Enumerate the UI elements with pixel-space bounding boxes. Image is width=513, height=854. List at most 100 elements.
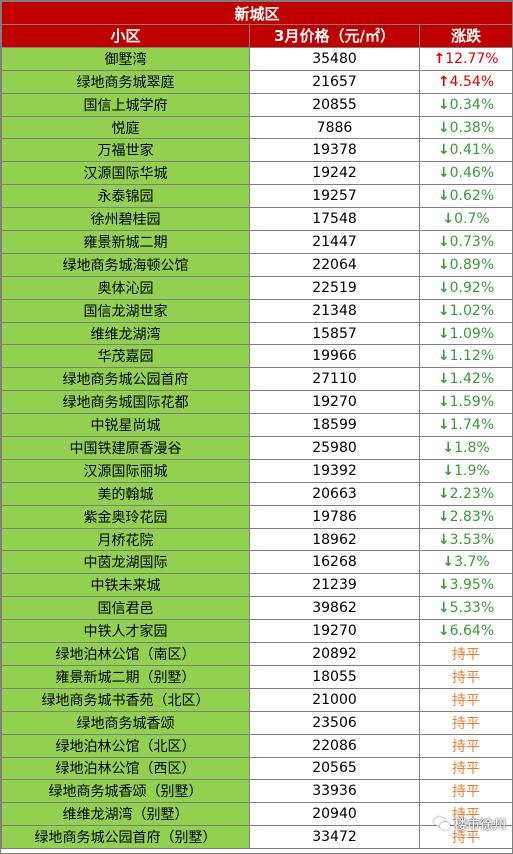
price-cell: 19242 (249, 161, 420, 186)
table-row: 绿地商务城海顿公馆 22064 ↓0.89% (1, 252, 513, 277)
table-row: 国信君邑 39862 ↓5.33% (1, 596, 513, 621)
change-cell: ↓1.12% (418, 344, 513, 369)
price-cell: 19392 (249, 458, 420, 483)
change-cell: ↓0.34% (418, 92, 513, 117)
change-cell: ↓1.02% (418, 298, 513, 323)
price-cell: 33472 (249, 825, 420, 850)
community-name-cell: 绿地商务城公园首府（别墅） (1, 825, 250, 850)
community-name-cell: 绿地泊林公馆（南区） (1, 642, 250, 666)
change-cell: ↓0.62% (418, 184, 513, 209)
community-name-cell: 紫金奥玲花园 (1, 504, 250, 529)
table-title-row: 新城区 (0, 1, 513, 25)
table-row: 徐州碧桂园 17548 ↓0.7% (1, 207, 513, 232)
community-name-cell: 汉源国际华城 (1, 161, 250, 186)
change-value: 0.92% (449, 279, 495, 296)
price-cell: 15857 (249, 321, 420, 346)
change-cell: ↓1.74% (418, 413, 513, 438)
header-change: 涨跌 (418, 24, 513, 48)
arrow-down-icon: ↓ (442, 462, 455, 479)
price-cell: 27110 (249, 367, 420, 392)
change-value: 1.12% (449, 348, 495, 365)
change-value: 持平 (452, 646, 481, 663)
price-cell: 22086 (249, 733, 420, 758)
price-cell: 39862 (249, 596, 420, 621)
change-cell: ↓1.42% (418, 367, 513, 392)
change-cell: 持平 (418, 710, 513, 735)
change-value: 1.59% (449, 394, 495, 411)
header-name: 小区 (1, 24, 250, 48)
change-value: 0.41% (449, 142, 495, 159)
table-row: 国信上城学府 20855 ↓0.34% (1, 92, 513, 117)
change-cell: 持平 (418, 642, 513, 666)
arrow-down-icon: ↓ (437, 256, 450, 273)
table-row: 绿地泊林公馆（南区） 20892 持平 (1, 642, 513, 666)
table-row: 中锐星尚城 18599 ↓1.74% (1, 413, 513, 438)
table-row: 月桥花院 18962 ↓3.53% (1, 527, 513, 552)
change-cell: ↓5.33% (418, 596, 513, 621)
arrow-down-icon: ↓ (437, 142, 450, 159)
change-value: 0.34% (449, 96, 495, 113)
table-row: 绿地商务城国际花都 19270 ↓1.59% (1, 390, 513, 415)
change-cell: 持平 (418, 687, 513, 712)
table-row: 紫金奥玲花园 19786 ↓2.83% (1, 504, 513, 529)
arrow-up-icon: ↑ (437, 73, 450, 90)
price-cell: 18962 (249, 527, 420, 552)
community-name-cell: 维维龙湖湾（别墅） (1, 802, 250, 827)
price-cell: 20663 (249, 481, 420, 506)
change-value: 持平 (452, 830, 481, 847)
change-cell: ↓0.7% (418, 207, 513, 232)
community-name-cell: 维维龙湖湾 (1, 321, 250, 346)
change-cell: ↓1.09% (418, 321, 513, 346)
change-value: 3.7% (454, 554, 490, 571)
arrow-down-icon: ↓ (437, 485, 450, 502)
arrow-down-icon: ↓ (442, 211, 455, 228)
price-cell: 21348 (249, 298, 420, 323)
price-cell: 18599 (249, 413, 420, 438)
community-name-cell: 奥体沁园 (1, 275, 250, 300)
change-value: 0.46% (449, 165, 495, 182)
community-name-cell: 中铁未来城 (1, 573, 250, 598)
table-row: 绿地商务城公园首府（别墅） 33472 持平 (1, 825, 513, 850)
price-cell: 19257 (249, 184, 420, 209)
price-cell: 19378 (249, 138, 420, 163)
district-title: 新城区 (0, 1, 513, 25)
price-cell: 19270 (249, 619, 420, 644)
change-cell: ↓2.83% (418, 504, 513, 529)
change-value: 2.23% (449, 485, 495, 502)
community-name-cell: 绿地泊林公馆（北区） (1, 733, 250, 758)
community-name-cell: 华茂嘉园 (1, 344, 250, 369)
change-value: 持平 (452, 738, 481, 755)
price-cell: 21657 (249, 69, 420, 94)
community-name-cell: 徐州碧桂园 (1, 207, 250, 232)
table-row: 万福世家 19378 ↓0.41% (1, 138, 513, 163)
table-row: 中铁未来城 21239 ↓3.95% (1, 573, 513, 598)
change-cell: ↓0.73% (418, 230, 513, 254)
table-row: 绿地商务城香颂（别墅） 33936 持平 (1, 779, 513, 804)
change-value: 12.77% (445, 50, 499, 67)
arrow-down-icon: ↓ (437, 96, 450, 113)
change-value: 1.42% (449, 371, 495, 388)
change-value: 持平 (452, 692, 481, 709)
change-value: 0.62% (449, 188, 495, 205)
change-cell: ↓0.92% (418, 275, 513, 300)
price-cell: 25980 (249, 436, 420, 460)
price-cell: 21000 (249, 687, 420, 712)
price-cell: 18055 (249, 664, 420, 689)
table-row: 汉源国际华城 19242 ↓0.46% (1, 161, 513, 186)
price-cell: 33936 (249, 779, 420, 804)
community-name-cell: 美的翰城 (1, 481, 250, 506)
change-cell: 持平 (418, 733, 513, 758)
watermark-text: 楼市徐州 (453, 818, 506, 833)
change-value: 0.73% (449, 233, 495, 250)
change-value: 持平 (452, 669, 481, 686)
change-cell: ↓0.46% (418, 161, 513, 186)
community-name-cell: 绿地商务城书香苑（北区） (1, 687, 250, 712)
price-cell: 19966 (249, 344, 420, 369)
change-cell: ↓3.95% (418, 573, 513, 598)
table-body: 御墅湾 35480 ↑12.77% 绿地商务城翠庭 21657 ↑4.54% 国信上城学府 2… (1, 46, 513, 850)
price-cell: 20892 (249, 642, 420, 666)
change-value: 持平 (452, 715, 481, 732)
table-row: 维维龙湖湾 15857 ↓1.09% (1, 321, 513, 346)
table-row: 雍景新城二期 21447 ↓0.73% (1, 230, 513, 254)
